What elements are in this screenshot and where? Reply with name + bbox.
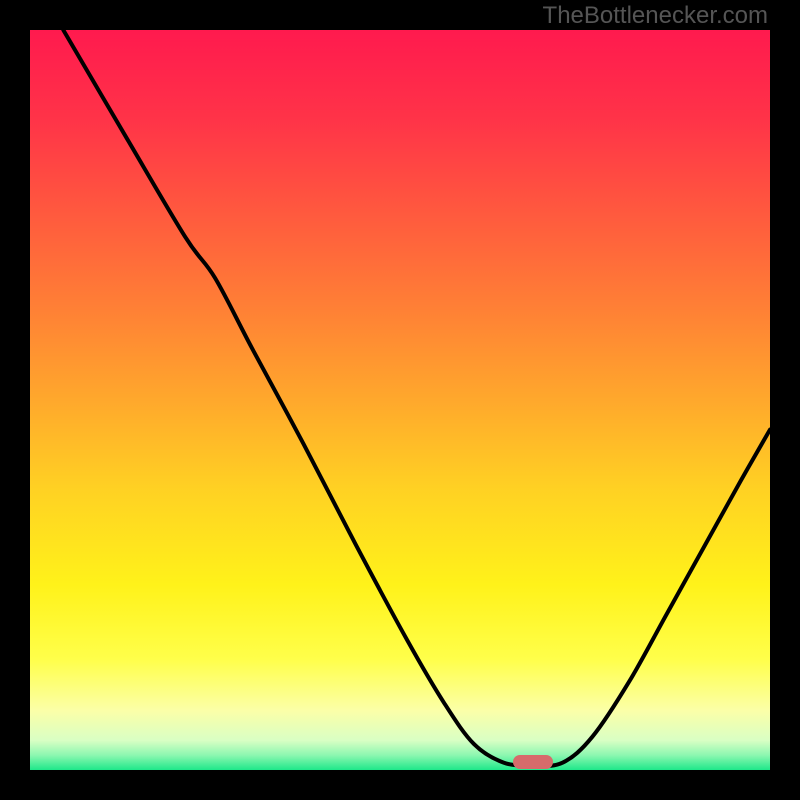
plot-area (30, 30, 770, 770)
watermark-text: TheBottlenecker.com (543, 2, 768, 30)
curve-svg (30, 30, 770, 770)
bottleneck-curve (63, 30, 770, 766)
bottleneck-chart: TheBottlenecker.com (0, 0, 800, 800)
optimal-marker (513, 755, 553, 769)
